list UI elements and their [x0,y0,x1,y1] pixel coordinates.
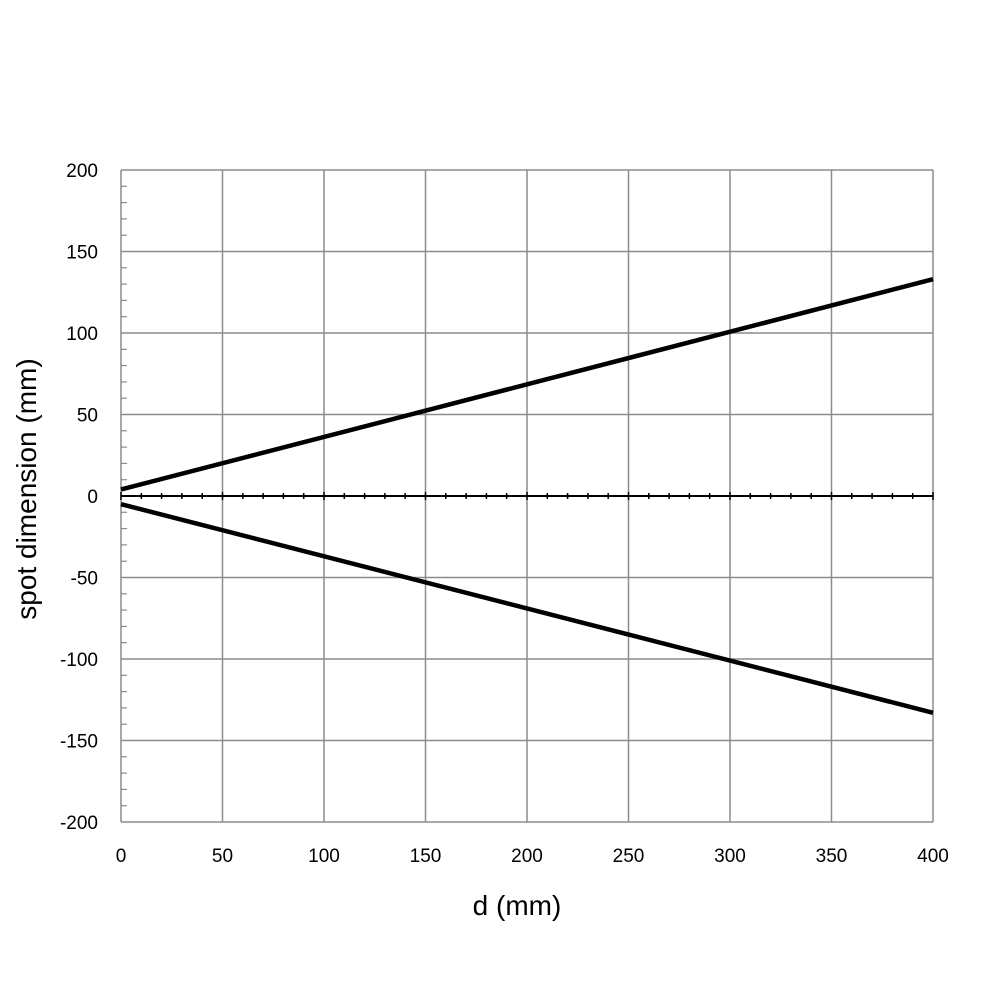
y-tick-label: -100 [60,650,98,671]
y-tick-label: 0 [87,487,98,508]
y-axis-title: spot dimension (mm) [11,358,42,619]
x-tick-label: 400 [917,846,949,867]
x-tick-label: 150 [410,846,442,867]
x-tick-label: 50 [212,846,233,867]
x-tick-label: 0 [116,846,127,867]
x-tick-label: 350 [816,846,848,867]
minor-ticks [121,185,127,807]
zero-axis [120,492,934,500]
x-axis-title: d (mm) [473,890,562,921]
x-tick-labels: 0 50 100 150 200 250 300 350 400 [116,846,949,867]
y-tick-label: 200 [66,161,98,182]
series-line-2 [120,501,934,715]
x-tick-label: 100 [308,846,340,867]
x-tick-label: 200 [511,846,543,867]
y-tick-label: 50 [77,406,98,427]
y-tick-label: -200 [60,813,98,834]
x-tick-label: 300 [714,846,746,867]
y-tick-label: 150 [66,243,98,264]
series-lines [120,277,934,715]
y-tick-label: -50 [71,569,98,590]
y-tick-labels: 200 150 100 50 0 -50 -100 -150 -200 [60,161,98,834]
series-line-1 [120,277,934,492]
x-tick-label: 250 [613,846,645,867]
y-tick-label: 100 [66,324,98,345]
y-tick-label: -150 [60,732,98,753]
